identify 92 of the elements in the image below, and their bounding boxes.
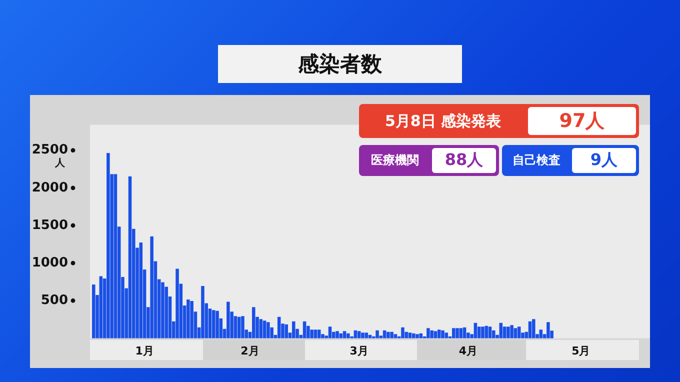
bar bbox=[477, 326, 481, 338]
bar bbox=[481, 326, 484, 338]
bar bbox=[452, 328, 456, 338]
bar bbox=[492, 330, 496, 338]
bar bbox=[499, 322, 503, 338]
bar bbox=[488, 326, 492, 338]
bar bbox=[277, 316, 281, 338]
bar bbox=[161, 282, 164, 338]
bar bbox=[502, 326, 506, 338]
bar bbox=[212, 310, 216, 338]
annotation: 医療機関 bbox=[370, 152, 420, 169]
bar bbox=[302, 321, 306, 338]
annotation: 5月8日 感染発表 bbox=[384, 112, 502, 130]
bar bbox=[506, 326, 510, 338]
bar bbox=[241, 316, 244, 338]
bar bbox=[99, 276, 103, 338]
bar bbox=[408, 332, 412, 338]
bar bbox=[216, 310, 219, 338]
bar bbox=[314, 330, 318, 338]
x-tick-label: 3月 bbox=[350, 344, 368, 358]
bar bbox=[114, 174, 118, 338]
x-tick-label: 5月 bbox=[572, 344, 590, 358]
bar bbox=[252, 307, 256, 338]
bar bbox=[328, 326, 332, 338]
x-tick-label: 4月 bbox=[458, 344, 478, 358]
bar bbox=[546, 322, 550, 338]
bar bbox=[310, 330, 314, 338]
bar bbox=[292, 321, 296, 338]
bar bbox=[284, 324, 288, 338]
bar bbox=[237, 316, 241, 338]
bar bbox=[139, 242, 143, 338]
bar bbox=[306, 326, 310, 338]
bar bbox=[128, 176, 132, 338]
bar bbox=[226, 302, 230, 338]
annotation: 88人 bbox=[432, 148, 496, 173]
bar bbox=[416, 334, 419, 338]
bar bbox=[532, 319, 536, 338]
y-axis-title: 人 bbox=[54, 156, 66, 169]
y-tick-label: 1000 bbox=[32, 255, 68, 270]
bar bbox=[412, 333, 416, 338]
bar bbox=[484, 326, 488, 338]
bar bbox=[444, 332, 448, 338]
info-panel: 自己検査 9人 bbox=[502, 145, 639, 176]
bar bbox=[528, 321, 532, 338]
x-tick-label: 2月 bbox=[240, 344, 260, 358]
bar bbox=[434, 331, 438, 338]
bar bbox=[190, 301, 194, 338]
bar bbox=[441, 330, 444, 338]
bar bbox=[430, 330, 434, 338]
x-tick-label: 1月 bbox=[135, 344, 154, 358]
bar bbox=[426, 328, 430, 338]
y-tick-label: 500 bbox=[40, 293, 68, 308]
bar bbox=[437, 330, 441, 338]
bar bbox=[514, 328, 518, 338]
bar bbox=[266, 322, 270, 338]
chart-title: 感染者数 bbox=[218, 45, 462, 83]
bar bbox=[176, 268, 179, 338]
bar bbox=[459, 328, 463, 338]
bar bbox=[510, 325, 514, 338]
bar bbox=[186, 300, 190, 338]
bar bbox=[474, 322, 478, 338]
bar bbox=[259, 319, 263, 338]
bar bbox=[317, 330, 321, 338]
y-tick-label: 2000 bbox=[32, 180, 68, 196]
bar bbox=[394, 334, 398, 338]
bar bbox=[517, 326, 521, 338]
bar bbox=[92, 284, 96, 338]
info-panel: 医療機関 88人 bbox=[359, 145, 499, 176]
bar bbox=[456, 328, 459, 338]
bar bbox=[361, 332, 364, 338]
bar bbox=[336, 331, 339, 338]
bar bbox=[164, 286, 168, 338]
bar bbox=[262, 320, 266, 338]
bar bbox=[401, 327, 404, 338]
bar bbox=[357, 331, 361, 338]
annotation: 自己検査 bbox=[512, 152, 562, 169]
bar bbox=[342, 331, 346, 338]
bar bbox=[386, 332, 390, 338]
annotation: 97人 bbox=[528, 107, 636, 135]
bar bbox=[390, 332, 394, 338]
bar bbox=[150, 236, 154, 338]
info-panel: 5月8日 感染発表 97人 bbox=[359, 104, 639, 138]
y-tick-label: 1500 bbox=[32, 218, 68, 233]
bar bbox=[404, 332, 408, 338]
bar bbox=[364, 332, 368, 338]
bar bbox=[539, 330, 543, 338]
bar bbox=[106, 153, 110, 338]
y-tick-label: 2500 bbox=[32, 142, 68, 158]
bar bbox=[376, 330, 379, 338]
bar bbox=[346, 333, 350, 338]
annotation: 9人 bbox=[572, 148, 636, 173]
bar bbox=[201, 286, 204, 338]
